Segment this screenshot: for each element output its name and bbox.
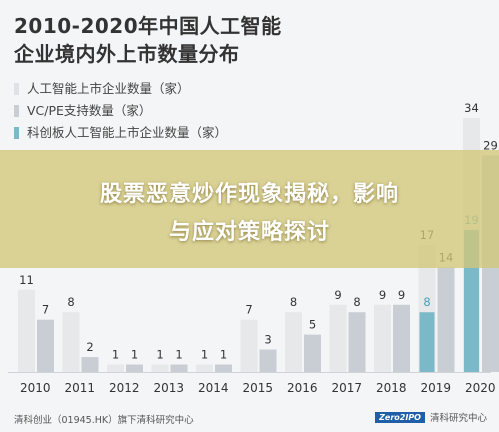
label-ai-listed-2017: 9 — [334, 288, 341, 302]
label-ai-listed-2020: 34 — [464, 101, 479, 115]
label-vcpe-2015: 3 — [264, 333, 271, 347]
label-ai-listed-2010: 11 — [19, 273, 34, 287]
legend-swatch-vcpe — [14, 105, 19, 117]
bar-ai-listed-2016 — [285, 312, 302, 372]
x-tick-label-2010: 2010 — [20, 381, 51, 395]
bar-vcpe-2012 — [126, 364, 143, 372]
legend-item-vcpe: VC/PE支持数量（家） — [14, 100, 227, 122]
x-tick-label-2013: 2013 — [153, 381, 184, 395]
footer-logo-caption: 清科研究中心 — [429, 413, 487, 424]
label-vcpe-2012: 1 — [131, 348, 138, 362]
x-tick-label-2020: 2020 — [465, 381, 496, 395]
bar-ai-listed-2015 — [240, 319, 258, 372]
label-vcpe-2010: 7 — [42, 303, 49, 317]
bar-ai-listed-2011 — [62, 312, 80, 372]
bar-vcpe-2016 — [304, 334, 321, 372]
label-vcpe-2017: 8 — [353, 295, 360, 309]
x-tick-label-2014: 2014 — [198, 381, 229, 395]
banner-headline-line2: 与应对策略探讨 — [168, 220, 330, 245]
x-tick-label-2011: 2011 — [64, 381, 95, 395]
legend-item-star-market: 科创板人工智能上市企业数量（家） — [14, 122, 227, 144]
bar-vcpe-2011 — [81, 357, 99, 372]
label-vcpe-2018: 9 — [398, 288, 405, 302]
bar-ai-listed-2012 — [107, 364, 124, 372]
bar-vcpe-2019 — [437, 267, 455, 372]
label-ai-listed-2014: 1 — [201, 348, 208, 362]
label-vcpe-2016: 5 — [309, 318, 316, 332]
x-tick-label-2018: 2018 — [376, 381, 407, 395]
legend-swatch-ai-listed — [14, 83, 19, 95]
label-ai-listed-2013: 1 — [156, 348, 163, 362]
x-tick-label-2019: 2019 — [420, 381, 451, 395]
footer-logo: Zero2IPO 清科研究中心 — [375, 410, 487, 424]
bar-ai-listed-2013 — [151, 364, 169, 372]
label-vcpe-2020: 29 — [483, 138, 498, 152]
zero2ipo-logo: Zero2IPO — [375, 411, 425, 423]
label-vcpe-2011: 2 — [86, 340, 93, 354]
legend-label-star-market: 科创板人工智能上市企业数量（家） — [27, 125, 228, 140]
chart-title-line2: 企业境内外上市数量分布 — [14, 42, 240, 66]
legend-swatch-star-market — [14, 127, 19, 139]
legend-label-ai-listed: 人工智能上市企业数量（家） — [27, 81, 190, 96]
bar-ai-listed-2018 — [374, 304, 391, 372]
x-tick-label-2015: 2015 — [242, 381, 273, 395]
x-tick-label-2016: 2016 — [287, 381, 318, 395]
chart-title-line1: 2010-2020年中国人工智能 — [14, 14, 282, 38]
x-tick-label-2017: 2017 — [331, 381, 362, 395]
bar-vcpe-2017 — [348, 312, 366, 372]
legend-label-vcpe: VC/PE支持数量（家） — [27, 103, 152, 118]
bar-vcpe-2013 — [170, 364, 188, 372]
bar-ai-listed-2014 — [196, 364, 213, 372]
label-ai-listed-2016: 8 — [290, 295, 297, 309]
label-ai-listed-2018: 9 — [379, 288, 386, 302]
bar-vcpe-2015 — [259, 349, 277, 372]
bar-star-market-2019 — [419, 312, 435, 372]
label-ai-listed-2011: 8 — [67, 295, 74, 309]
bar-vcpe-2014 — [215, 364, 232, 372]
label-ai-listed-2012: 1 — [112, 348, 119, 362]
bar-vcpe-2018 — [393, 304, 410, 372]
overlay-banner — [0, 150, 499, 268]
footer-source: 清科创业（01945.HK）旗下清科研究中心 — [14, 415, 194, 426]
chart-legend: 人工智能上市企业数量（家） VC/PE支持数量（家） 科创板人工智能上市企业数量… — [14, 78, 227, 144]
label-vcpe-2013: 1 — [175, 348, 182, 362]
bar-ai-listed-2010 — [18, 289, 35, 372]
banner-headline-line1: 股票恶意炒作现象揭秘，影响 — [99, 182, 399, 207]
bar-ai-listed-2017 — [329, 304, 347, 372]
label-ai-listed-2015: 7 — [245, 303, 252, 317]
label-star-market-2019: 8 — [423, 295, 430, 309]
label-vcpe-2014: 1 — [220, 348, 227, 362]
bar-vcpe-2010 — [37, 319, 54, 372]
x-tick-label-2012: 2012 — [109, 381, 140, 395]
legend-item-ai-listed: 人工智能上市企业数量（家） — [14, 78, 227, 100]
